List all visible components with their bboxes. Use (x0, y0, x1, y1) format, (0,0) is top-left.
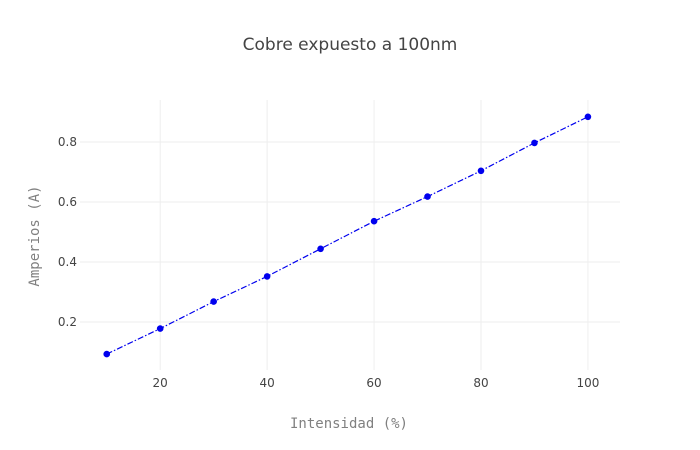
data-point[interactable] (317, 245, 324, 253)
x-tick-label: 40 (259, 376, 274, 390)
data-point[interactable] (103, 350, 111, 358)
y-tick-label: 0.8 (58, 135, 77, 149)
y-axis-title: Amperios (A) (27, 185, 43, 286)
x-axis-ticks: 20 40 60 80 100 (153, 376, 600, 390)
chart-title: Cobre expuesto a 100nm (243, 35, 458, 55)
x-axis-title: Intensidad (%) (290, 416, 408, 432)
data-point[interactable] (210, 298, 217, 305)
data-point[interactable] (156, 325, 164, 332)
x-tick-label: 80 (473, 376, 488, 390)
data-point[interactable] (370, 217, 378, 225)
data-point[interactable] (531, 139, 538, 147)
data-point[interactable] (424, 193, 431, 200)
y-tick-label: 0.4 (58, 255, 77, 269)
series-line (106, 116, 589, 355)
x-tick-label: 60 (366, 376, 381, 390)
data-point[interactable] (584, 113, 592, 121)
y-axis-ticks: 0.2 0.4 0.6 0.8 (58, 135, 77, 329)
data-point[interactable] (477, 167, 485, 175)
x-tick-label: 100 (576, 376, 599, 390)
data-point[interactable] (263, 273, 271, 280)
y-tick-label: 0.2 (58, 315, 77, 329)
gridlines (80, 100, 620, 370)
series-group (103, 113, 592, 358)
x-tick-label: 20 (153, 376, 168, 390)
y-tick-label: 0.6 (58, 195, 77, 209)
